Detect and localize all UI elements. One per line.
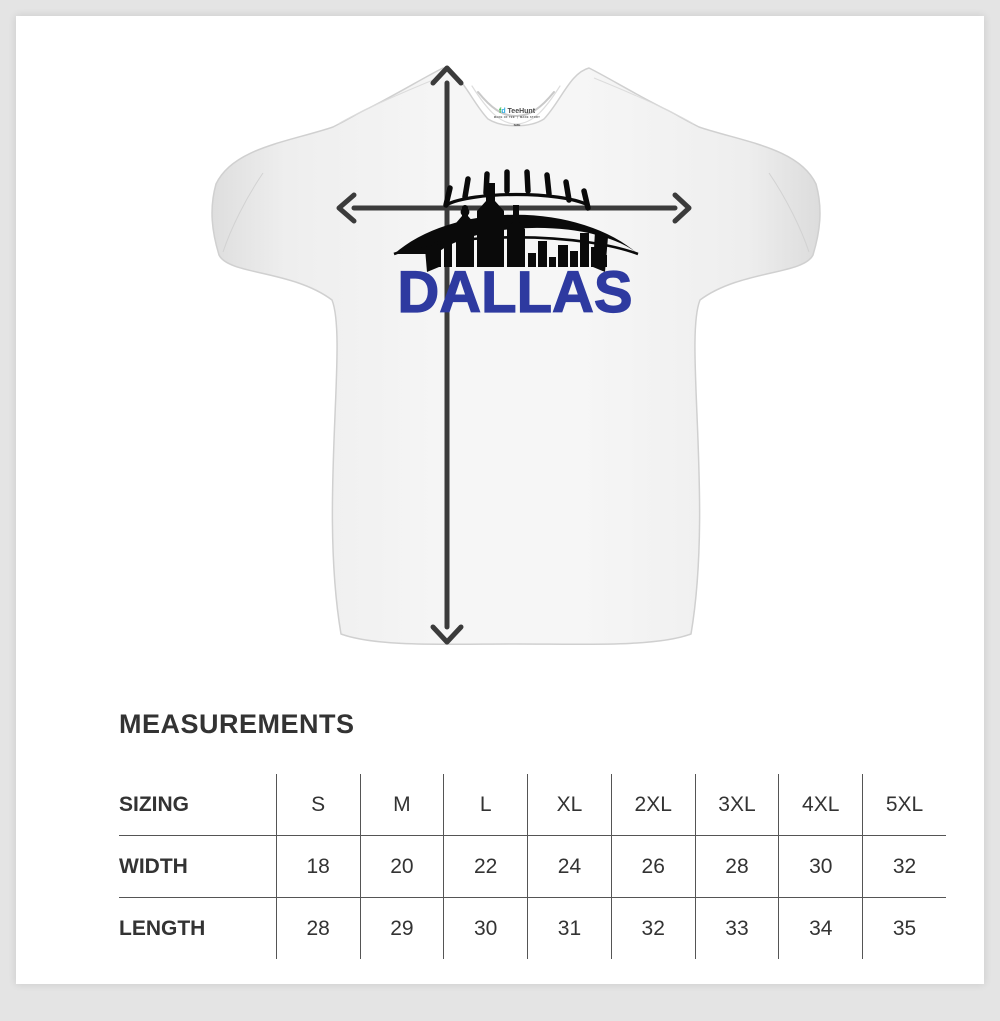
svg-text:DALLAS: DALLAS <box>397 260 632 325</box>
